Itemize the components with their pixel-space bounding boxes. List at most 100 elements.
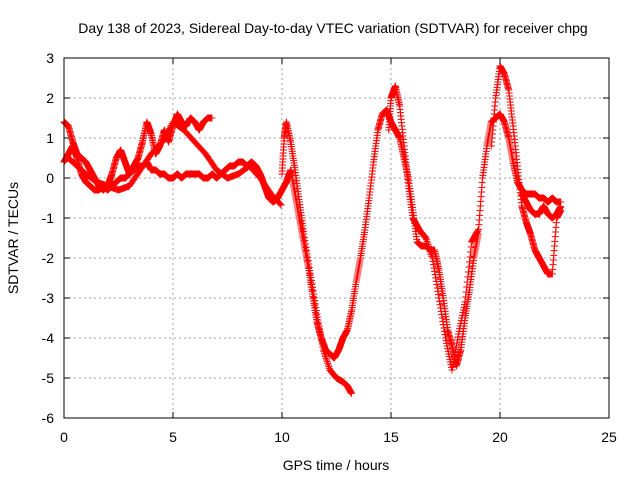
y-tick-label: -6	[42, 410, 55, 426]
data-point-marker	[431, 271, 439, 279]
data-point-marker	[453, 339, 461, 347]
data-point-marker	[431, 267, 439, 275]
data-point-marker	[277, 201, 285, 209]
data-point-marker	[347, 389, 355, 397]
data-point-marker	[305, 260, 313, 268]
data-points	[60, 62, 565, 397]
data-point-marker	[427, 249, 435, 257]
data-point-marker	[451, 348, 459, 356]
data-point-marker	[320, 348, 328, 356]
x-axis-ticks: 0 5 10 15 20 25	[60, 58, 617, 445]
data-point-marker	[424, 241, 432, 249]
y-tick-label: -3	[42, 290, 55, 306]
data-point-marker	[161, 133, 169, 141]
data-point-marker	[307, 277, 315, 285]
data-point-marker	[451, 351, 459, 359]
data-point-marker	[159, 136, 167, 144]
data-point-marker	[463, 283, 471, 291]
data-point-marker	[324, 361, 332, 369]
data-point-marker	[434, 287, 442, 295]
data-point-marker	[162, 131, 170, 139]
data-point-marker	[321, 349, 329, 357]
y-tick-label: 2	[46, 90, 54, 106]
data-point-marker	[464, 273, 472, 281]
y-tick-label: 0	[46, 170, 54, 186]
data-point-marker	[439, 317, 447, 325]
data-point-marker	[325, 363, 333, 371]
data-point-marker	[313, 313, 321, 321]
y-tick-label: -5	[42, 370, 55, 386]
data-point-marker	[428, 252, 436, 260]
data-point-marker	[312, 307, 320, 315]
data-point-marker	[305, 263, 313, 271]
data-point-marker	[160, 135, 168, 143]
chart-title: Day 138 of 2023, Sidereal Day-to-day VTE…	[78, 20, 587, 36]
data-point-marker	[301, 240, 309, 248]
data-point-marker	[430, 261, 438, 269]
data-point-marker	[307, 273, 315, 281]
data-point-marker	[450, 357, 458, 365]
data-point-marker	[440, 327, 448, 335]
data-point-marker	[449, 363, 457, 371]
data-point-marker	[474, 227, 482, 235]
data-point-marker	[301, 237, 309, 245]
y-axis-label: SDTVAR / TECUs	[5, 182, 21, 294]
x-axis-label: GPS time / hours	[283, 457, 390, 473]
data-point-marker	[441, 331, 449, 339]
data-point-marker	[318, 340, 326, 348]
data-point-marker	[300, 230, 308, 238]
data-point-marker	[304, 253, 312, 261]
data-point-marker	[164, 128, 172, 136]
data-point-marker	[324, 359, 332, 367]
data-point-marker	[308, 280, 316, 288]
data-point-marker	[437, 304, 445, 312]
data-point-marker	[316, 328, 324, 336]
data-point-marker	[467, 243, 475, 251]
data-point-marker	[315, 319, 323, 327]
data-point-marker	[302, 243, 310, 251]
data-point-marker	[158, 138, 166, 146]
data-point-marker	[557, 203, 565, 211]
data-point-marker	[436, 297, 444, 305]
y-tick-label: -2	[42, 250, 55, 266]
data-point-marker	[310, 290, 318, 298]
data-point-marker	[319, 343, 327, 351]
data-point-marker	[309, 283, 317, 291]
data-point-marker	[323, 358, 331, 366]
data-point-marker	[306, 270, 314, 278]
data-point-marker	[464, 268, 472, 276]
data-point-marker	[465, 258, 473, 266]
x-tick-label: 10	[274, 429, 290, 445]
data-point-marker	[438, 311, 446, 319]
data-point-marker	[462, 293, 470, 301]
data-point-marker	[439, 321, 447, 329]
data-point-marker	[437, 307, 445, 315]
data-point-marker	[208, 114, 216, 122]
data-point-marker	[440, 324, 448, 332]
data-point-marker	[450, 354, 458, 362]
data-point-marker	[321, 351, 329, 359]
data-point-marker	[311, 297, 319, 305]
data-point-marker	[435, 294, 443, 302]
data-point-marker	[462, 288, 470, 296]
x-tick-label: 25	[601, 429, 617, 445]
data-point-marker	[311, 300, 319, 308]
data-point-marker	[427, 251, 435, 259]
x-tick-label: 15	[383, 429, 399, 445]
data-point-marker	[164, 126, 172, 134]
data-point-marker	[452, 342, 460, 350]
data-point-marker	[303, 250, 311, 258]
data-point-marker	[319, 346, 327, 354]
data-point-marker	[322, 353, 330, 361]
data-point-marker	[432, 274, 440, 282]
data-point-marker	[452, 345, 460, 353]
data-point-marker	[300, 233, 308, 241]
data-point-marker	[423, 237, 431, 245]
data-point-marker	[310, 293, 318, 301]
data-point-marker	[323, 356, 331, 364]
data-point-marker	[303, 247, 311, 255]
x-tick-label: 0	[60, 429, 68, 445]
data-point-marker	[317, 331, 325, 339]
